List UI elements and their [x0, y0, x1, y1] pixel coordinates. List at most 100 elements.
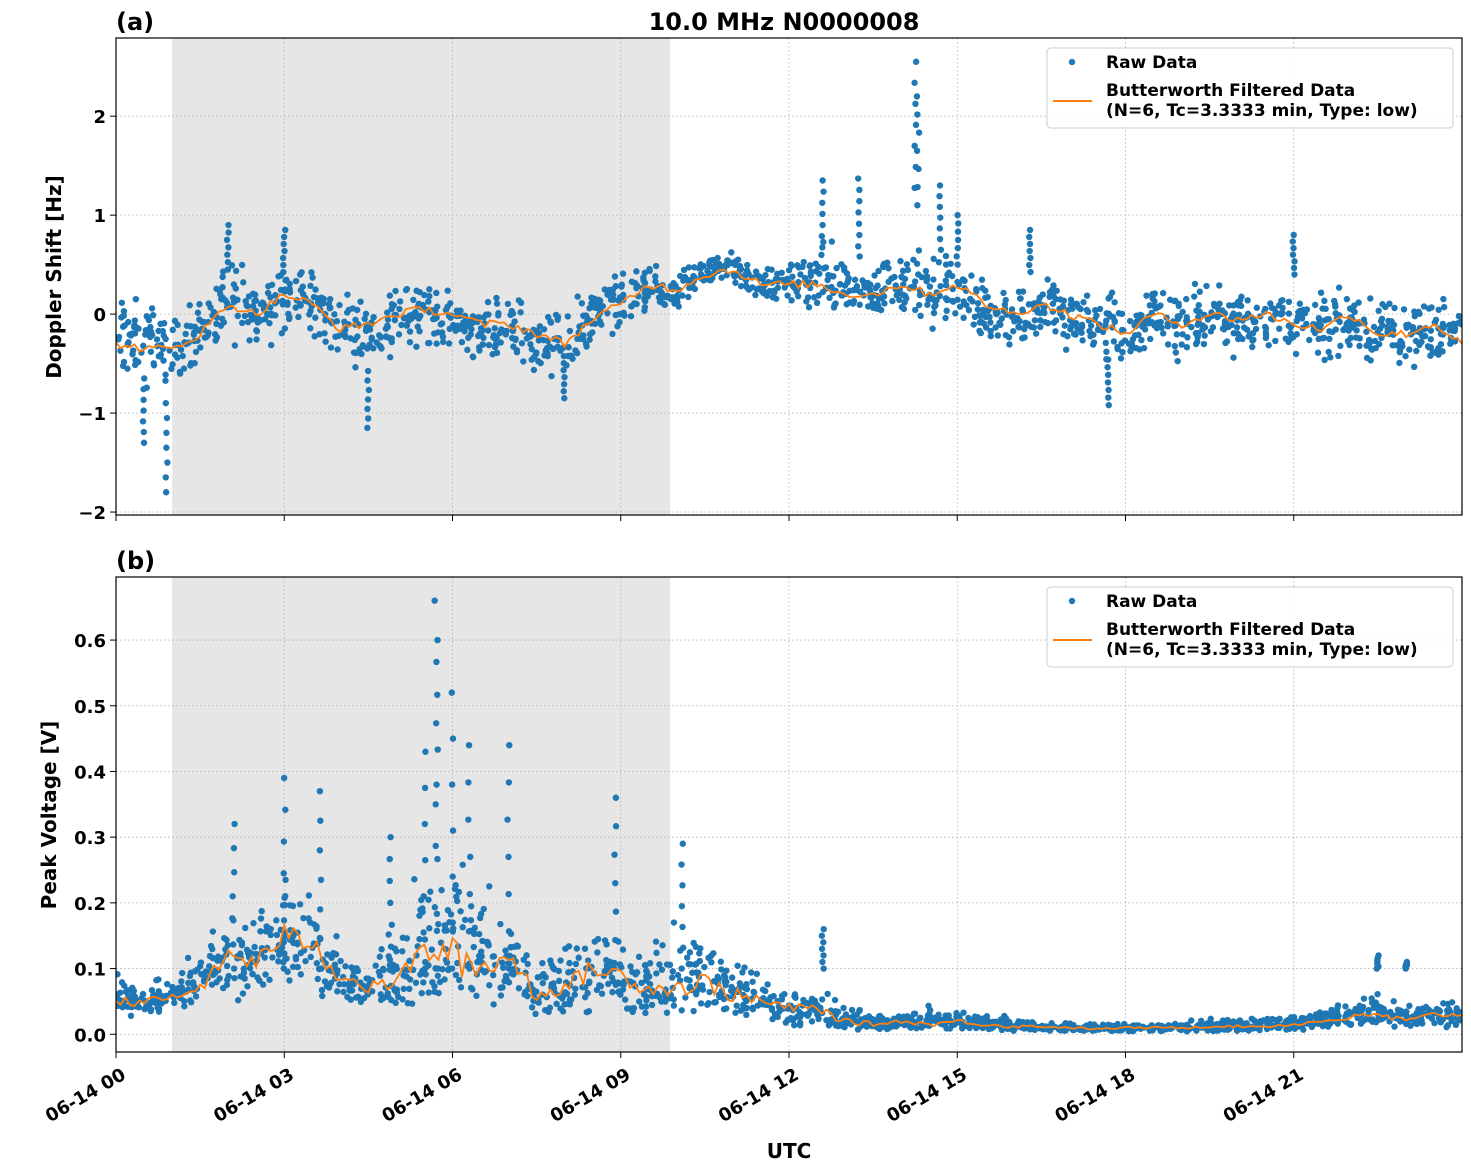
raw-data-point [344, 993, 351, 1001]
raw-data-point [1216, 300, 1223, 307]
raw-data-point [118, 314, 125, 321]
raw-data-point [280, 838, 288, 845]
raw-data-point [633, 268, 640, 275]
raw-data-point [1214, 313, 1221, 321]
raw-data-point [140, 396, 147, 404]
raw-data-point [477, 910, 485, 918]
raw-data-point [1000, 289, 1007, 297]
raw-data-point [313, 923, 320, 930]
raw-data-point [954, 296, 961, 303]
raw-data-point [679, 840, 686, 847]
raw-data-point [1108, 289, 1116, 296]
raw-data-point [557, 957, 564, 964]
raw-data-point [280, 965, 288, 972]
raw-data-point [1204, 1027, 1211, 1034]
raw-data-point [789, 273, 796, 280]
raw-data-point [262, 971, 269, 978]
raw-data-point [1351, 1008, 1358, 1016]
raw-data-point [1321, 356, 1328, 364]
raw-data-point [140, 342, 147, 349]
raw-data-point [342, 963, 349, 970]
raw-data-point [956, 303, 964, 310]
raw-data-point [280, 240, 287, 248]
raw-data-point [499, 964, 507, 971]
raw-data-point [224, 258, 232, 266]
raw-data-point [612, 981, 619, 989]
raw-data-point [353, 994, 360, 1001]
raw-data-point [619, 946, 627, 953]
raw-data-point [1287, 330, 1294, 337]
raw-data-point [684, 277, 692, 284]
raw-data-point [491, 343, 499, 351]
raw-data-point [247, 311, 254, 319]
raw-data-point [128, 330, 136, 337]
raw-data-point [433, 781, 440, 788]
raw-data-point [923, 277, 930, 285]
raw-data-point [209, 928, 217, 935]
raw-data-point [314, 975, 321, 983]
raw-data-point [723, 967, 730, 974]
raw-data-point [557, 347, 564, 354]
raw-data-point [1264, 1015, 1271, 1023]
raw-data-point [467, 853, 474, 861]
raw-data-point [334, 967, 341, 975]
raw-data-point [1191, 280, 1199, 288]
raw-data-point [1243, 326, 1251, 333]
raw-data-point [267, 931, 274, 939]
raw-data-point [475, 930, 483, 938]
raw-data-point [690, 939, 697, 947]
raw-data-point [400, 315, 408, 322]
raw-data-point [1374, 990, 1381, 998]
raw-data-point [346, 987, 354, 994]
raw-data-point [465, 779, 472, 786]
raw-data-point [1431, 1019, 1438, 1027]
raw-data-point [619, 270, 627, 277]
raw-data-point [480, 334, 487, 342]
raw-data-point [611, 273, 619, 280]
raw-data-point [1015, 324, 1023, 331]
raw-data-point [505, 779, 513, 786]
raw-data-point [473, 992, 480, 1000]
raw-data-point [515, 985, 523, 992]
raw-data-point [224, 251, 231, 258]
raw-data-point [422, 856, 429, 864]
raw-data-point [652, 938, 660, 945]
raw-data-point [609, 286, 617, 293]
raw-data-point [1373, 965, 1380, 972]
raw-data-point [317, 935, 324, 943]
raw-data-point [1052, 328, 1059, 335]
raw-data-point [869, 299, 876, 307]
raw-data-point [224, 266, 231, 273]
raw-data-point [197, 959, 205, 966]
raw-data-point [280, 774, 288, 782]
raw-data-point [879, 1015, 886, 1022]
raw-data-point [678, 965, 685, 972]
raw-data-point [1078, 321, 1086, 329]
raw-data-point [486, 883, 493, 890]
raw-data-point [1133, 312, 1140, 319]
raw-data-point [1291, 258, 1298, 265]
raw-data-point [1196, 288, 1203, 295]
raw-data-point [434, 329, 442, 336]
raw-data-point [1151, 298, 1158, 305]
raw-data-point [1285, 310, 1293, 317]
raw-data-point [273, 931, 281, 939]
raw-data-point [589, 329, 596, 336]
raw-data-point [904, 266, 912, 274]
raw-data-point [251, 297, 258, 305]
raw-data-point [652, 273, 659, 280]
raw-data-point [433, 927, 441, 935]
raw-data-point [778, 992, 786, 1000]
raw-data-point [982, 287, 989, 294]
raw-data-point [213, 320, 220, 327]
raw-data-point [194, 309, 202, 316]
raw-data-point [937, 214, 944, 221]
raw-data-point [1379, 301, 1386, 308]
raw-data-point [368, 336, 375, 343]
raw-data-point [1366, 339, 1374, 346]
raw-data-point [280, 938, 288, 946]
raw-data-point [230, 917, 237, 924]
raw-data-point [346, 980, 353, 988]
raw-data-point [376, 342, 383, 349]
raw-data-point [148, 331, 156, 339]
